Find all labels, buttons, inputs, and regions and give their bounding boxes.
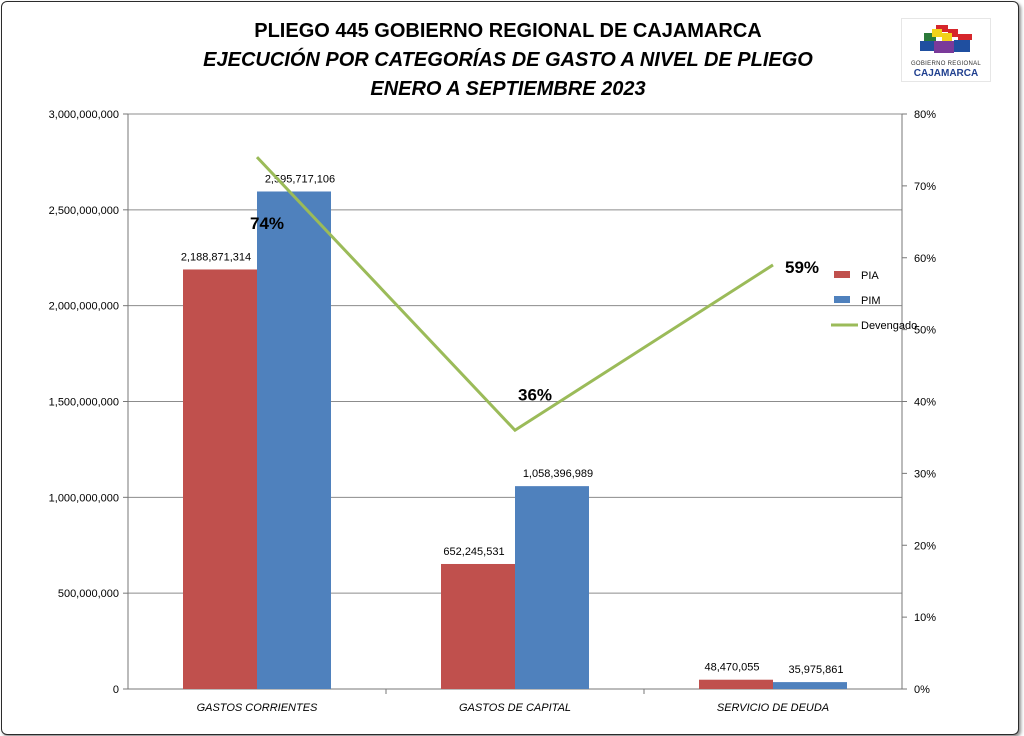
y-right-tick-label: 80% <box>914 109 936 121</box>
y-left-tick-label: 3,000,000,000 <box>49 109 119 121</box>
x-category-label: GASTOS DE CAPITAL <box>459 702 571 714</box>
y-right-tick-label: 30% <box>914 468 936 480</box>
legend-swatch-pim <box>834 296 850 303</box>
y-right-tick-label: 10% <box>914 612 936 624</box>
data-label-pim-1: 1,058,396,989 <box>523 468 593 480</box>
bar-pia-1 <box>441 563 515 689</box>
data-label-pim-2: 35,975,861 <box>788 664 843 676</box>
y-left-tick-label: 500,000,000 <box>58 588 119 600</box>
cajamarca-logo: GOBIERNO REGIONAL CAJAMARCA <box>901 18 991 82</box>
chart-subtitle: EJECUCIÓN POR CATEGORÍAS DE GASTO A NIVE… <box>203 49 813 71</box>
x-category-label: GASTOS CORRIENTES <box>197 702 318 714</box>
y-right-tick-label: 40% <box>914 397 936 409</box>
y-left-tick-label: 2,500,000,000 <box>49 205 119 217</box>
plot-area <box>127 113 903 690</box>
legend-label-pim: PIM <box>861 295 881 307</box>
data-label-devengado-2: 59% <box>785 258 819 277</box>
y-left-tick-label: 1,500,000,000 <box>49 397 119 409</box>
bar-pia-0 <box>183 269 257 689</box>
bar-pia-2 <box>699 679 773 689</box>
chart-title: PLIEGO 445 GOBIERNO REGIONAL DE CAJAMARC… <box>254 20 762 42</box>
y-right-tick-label: 50% <box>914 325 936 337</box>
legend-swatch-pia <box>834 271 850 278</box>
series-line-devengado <box>255 156 774 433</box>
legend-label-devengado: Devengado <box>861 320 917 332</box>
y-right-tick-label: 20% <box>914 540 936 552</box>
y-right-tick-label: 0% <box>914 684 930 696</box>
chart-period: ENERO A SEPTIEMBRE 2023 <box>370 78 646 100</box>
bar-pim-2 <box>773 682 847 689</box>
data-label-pim-0: 2,595,717,106 <box>265 173 335 185</box>
y-right-tick-label: 70% <box>914 181 936 193</box>
logo-caption-top: GOBIERNO REGIONAL <box>910 61 982 67</box>
data-label-devengado-0: 74% <box>250 214 284 233</box>
logo-caption-name: CAJAMARCA <box>913 68 979 79</box>
cajamarca-logo-mark <box>920 25 972 53</box>
data-label-devengado-1: 36% <box>518 385 552 404</box>
legend-label-pia: PIA <box>861 270 879 282</box>
data-label-pia-2: 48,470,055 <box>704 662 759 674</box>
bar-pim-0 <box>257 191 331 689</box>
data-label-pia-1: 652,245,531 <box>443 546 504 558</box>
y-left-tick-label: 2,000,000,000 <box>49 301 119 313</box>
bar-pim-1 <box>515 486 589 689</box>
x-category-label: SERVICIO DE DEUDA <box>717 702 829 714</box>
y-right-tick-label: 60% <box>914 253 936 265</box>
y-left-tick-label: 1,000,000,000 <box>49 492 119 504</box>
data-label-pia-0: 2,188,871,314 <box>181 251 251 263</box>
y-left-tick-label: 0 <box>113 684 119 696</box>
